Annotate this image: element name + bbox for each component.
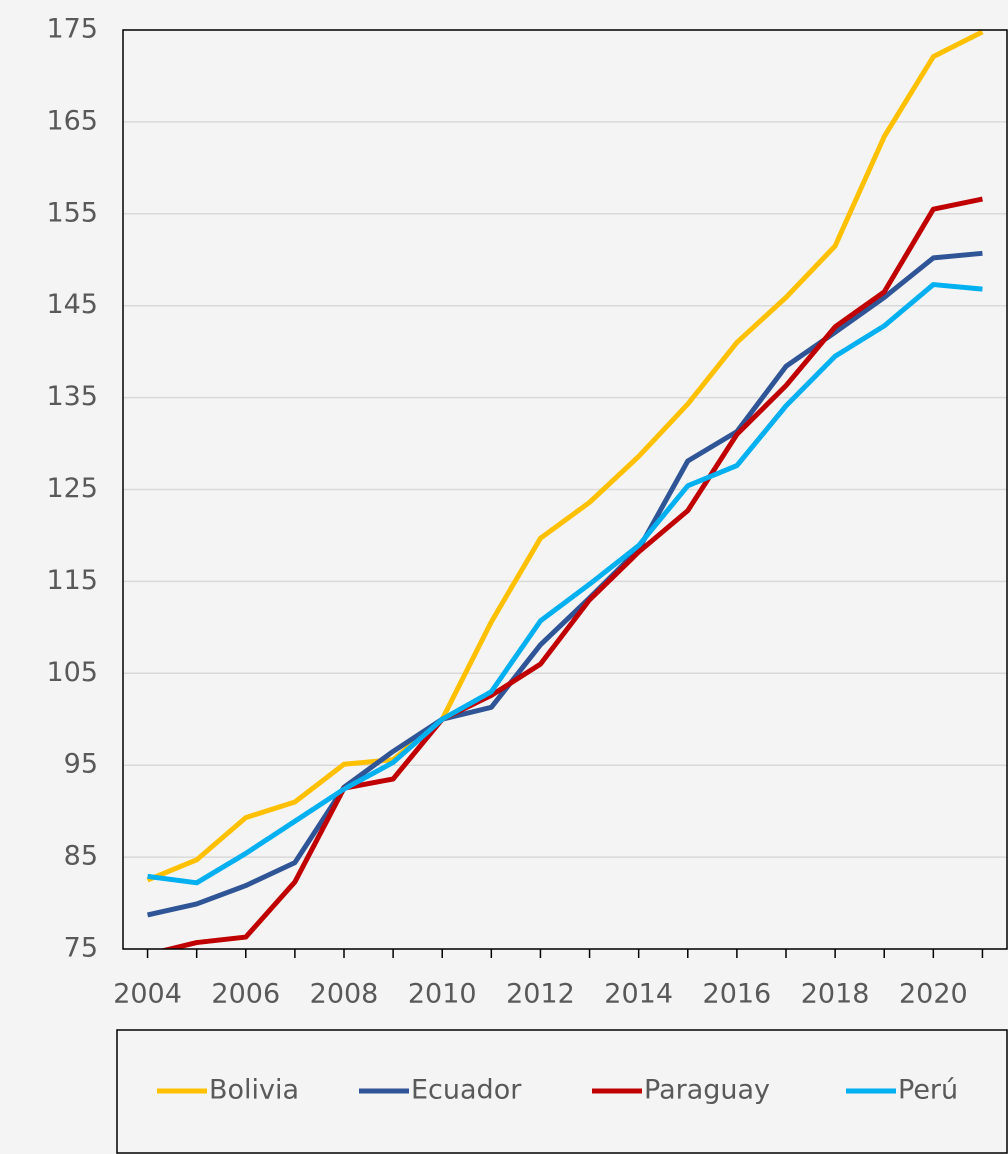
y-tick-label: 145 (46, 289, 98, 320)
y-tick-label: 75 (64, 933, 98, 964)
x-tick-label: 2012 (506, 979, 575, 1010)
y-tick-label: 135 (46, 381, 98, 412)
y-tick-label: 125 (46, 473, 98, 504)
legend-box (116, 1029, 1008, 1154)
legend-label: Bolivia (209, 1075, 299, 1106)
plot-frame (122, 29, 1008, 950)
legend-label: Paraguay (644, 1075, 770, 1106)
legend-label: Ecuador (411, 1075, 522, 1106)
x-tick-label: 2018 (801, 979, 870, 1010)
x-tick-label: 2020 (899, 979, 968, 1010)
series-line (146, 30, 984, 883)
y-tick-label: 85 (64, 841, 98, 872)
x-tick-label: 2006 (211, 979, 280, 1010)
y-tick-label: 165 (46, 105, 98, 136)
x-tick-label: 2016 (703, 979, 772, 1010)
series-line (147, 282, 983, 886)
y-tick-label: 95 (64, 749, 98, 780)
x-tick-label: 2004 (113, 979, 182, 1010)
x-tick-label: 2014 (604, 979, 673, 1010)
x-tick-label: 2010 (408, 979, 477, 1010)
series-line (147, 250, 983, 918)
y-tick-label: 115 (46, 565, 98, 596)
y-tick-label: 105 (46, 657, 98, 688)
y-tick-label: 155 (46, 197, 98, 228)
legend-label: Perú (898, 1075, 958, 1106)
x-tick-label: 2008 (310, 979, 379, 1010)
series-line (159, 196, 983, 949)
y-tick-label: 175 (46, 14, 98, 45)
